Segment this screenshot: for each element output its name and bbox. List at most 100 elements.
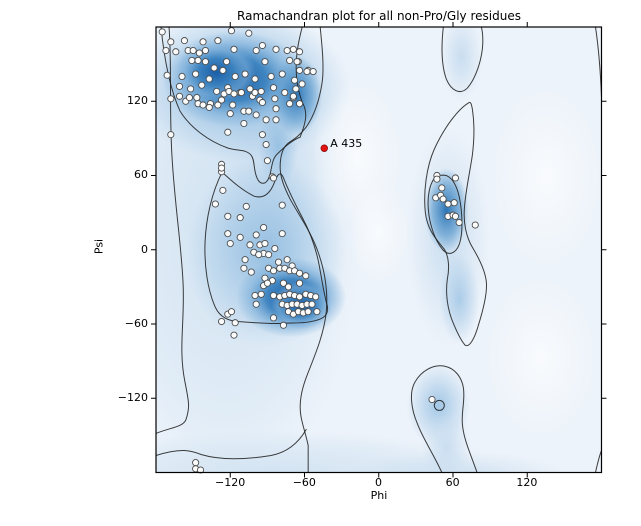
data-point bbox=[251, 75, 259, 83]
data-point bbox=[242, 202, 250, 210]
data-point bbox=[246, 241, 254, 249]
data-point bbox=[262, 140, 270, 149]
data-point bbox=[269, 174, 278, 182]
data-point bbox=[241, 256, 249, 264]
data-point bbox=[251, 89, 259, 97]
data-point bbox=[309, 67, 317, 76]
data-point bbox=[278, 230, 286, 238]
data-point bbox=[247, 268, 255, 276]
data-point bbox=[231, 72, 239, 81]
data-point bbox=[312, 293, 320, 301]
data-point bbox=[218, 317, 226, 326]
data-point bbox=[286, 100, 294, 108]
data-point bbox=[438, 184, 446, 192]
plot-area: A 435 bbox=[150, 21, 607, 478]
data-point bbox=[240, 119, 248, 128]
data-point bbox=[210, 64, 218, 72]
data-point bbox=[226, 239, 234, 248]
data-point bbox=[246, 85, 254, 93]
data-point bbox=[162, 46, 170, 55]
data-point bbox=[205, 103, 213, 111]
data-point bbox=[269, 291, 278, 300]
data-point bbox=[230, 45, 238, 53]
data-point bbox=[175, 92, 184, 100]
data-point bbox=[272, 116, 280, 124]
y-tick-label: 60 bbox=[134, 168, 148, 182]
data-point bbox=[258, 131, 266, 139]
data-point bbox=[296, 100, 304, 108]
data-point bbox=[167, 131, 175, 139]
data-point bbox=[257, 290, 265, 298]
x-tick-label: 60 bbox=[445, 476, 460, 489]
data-point bbox=[279, 321, 287, 329]
data-point bbox=[279, 279, 287, 287]
data-point bbox=[289, 45, 297, 53]
data-point bbox=[211, 200, 219, 208]
data-point bbox=[313, 308, 321, 316]
data-point bbox=[252, 111, 260, 119]
data-point bbox=[291, 76, 299, 84]
data-point bbox=[201, 46, 210, 55]
y-tick-label: −60 bbox=[124, 316, 148, 330]
data-point bbox=[198, 81, 206, 89]
data-point bbox=[303, 67, 311, 76]
data-point bbox=[258, 41, 266, 50]
data-point bbox=[224, 230, 232, 238]
data-point bbox=[308, 300, 316, 308]
data-point bbox=[439, 195, 447, 203]
data-point bbox=[245, 107, 253, 115]
data-point bbox=[178, 72, 186, 81]
data-point bbox=[296, 293, 304, 301]
data-point bbox=[284, 283, 293, 291]
data-point bbox=[185, 94, 193, 102]
data-point bbox=[433, 175, 441, 183]
data-point bbox=[224, 212, 232, 220]
axis-ticks bbox=[150, 21, 607, 478]
data-point bbox=[262, 116, 270, 124]
data-point bbox=[296, 48, 304, 56]
data-point bbox=[450, 199, 458, 207]
data-point bbox=[296, 66, 304, 74]
annotated-residue-point bbox=[320, 144, 328, 152]
data-point bbox=[263, 279, 271, 287]
data-point bbox=[272, 105, 280, 113]
data-point bbox=[172, 48, 180, 56]
data-point bbox=[231, 319, 239, 327]
data-point bbox=[278, 70, 286, 78]
data-point bbox=[230, 90, 238, 98]
x-tick-label: −60 bbox=[292, 476, 316, 489]
data-point bbox=[252, 46, 260, 55]
data-point bbox=[189, 46, 197, 55]
plot-border bbox=[155, 26, 603, 474]
data-point bbox=[298, 80, 306, 88]
data-point bbox=[283, 46, 291, 55]
data-point bbox=[271, 244, 279, 253]
data-point bbox=[261, 239, 269, 248]
data-point bbox=[274, 258, 283, 266]
data-point bbox=[289, 92, 297, 100]
y-tick-label: 0 bbox=[141, 242, 148, 256]
data-point bbox=[286, 56, 294, 64]
data-point bbox=[269, 84, 278, 92]
data-point bbox=[195, 49, 203, 57]
data-point bbox=[451, 174, 459, 182]
data-point bbox=[265, 251, 273, 259]
data-point bbox=[214, 101, 222, 109]
data-point bbox=[218, 164, 226, 172]
x-tick-label: −120 bbox=[215, 476, 246, 489]
data-point bbox=[236, 214, 244, 222]
data-point bbox=[252, 300, 260, 308]
data-point bbox=[281, 89, 289, 97]
data-point bbox=[205, 75, 213, 83]
data-point bbox=[237, 89, 245, 97]
data-point bbox=[199, 38, 207, 46]
data-point bbox=[258, 98, 266, 107]
data-point bbox=[236, 233, 244, 241]
data-point bbox=[272, 45, 280, 53]
data-point bbox=[271, 95, 279, 103]
data-point bbox=[219, 66, 227, 74]
data-point bbox=[187, 85, 195, 93]
data-point bbox=[213, 87, 221, 95]
data-point bbox=[269, 314, 278, 322]
data-point bbox=[293, 58, 301, 66]
